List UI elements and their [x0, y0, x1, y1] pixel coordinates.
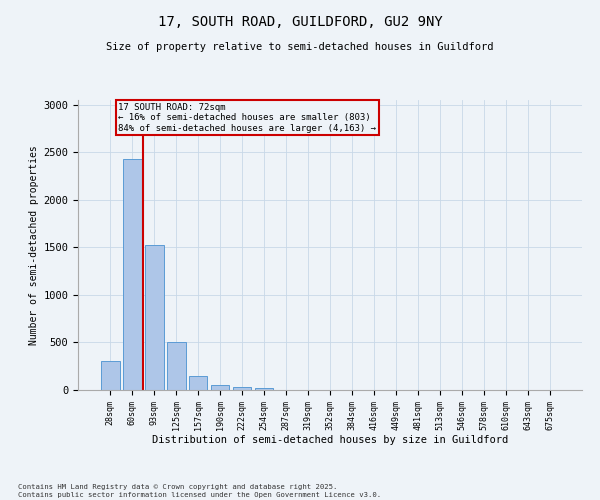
Bar: [211, 385, 229, 390]
Bar: [145, 244, 164, 390]
Bar: [101, 362, 119, 390]
Bar: [123, 159, 142, 390]
Text: 17, SOUTH ROAD, GUILDFORD, GU2 9NY: 17, SOUTH ROAD, GUILDFORD, GU2 9NY: [158, 15, 442, 29]
Text: 17 SOUTH ROAD: 72sqm
← 16% of semi-detached houses are smaller (803)
84% of semi: 17 SOUTH ROAD: 72sqm ← 16% of semi-detac…: [118, 103, 376, 132]
Bar: [167, 342, 185, 390]
Bar: [233, 386, 251, 390]
Bar: [189, 376, 208, 390]
Text: Contains HM Land Registry data © Crown copyright and database right 2025.
Contai: Contains HM Land Registry data © Crown c…: [18, 484, 381, 498]
Text: Size of property relative to semi-detached houses in Guildford: Size of property relative to semi-detach…: [106, 42, 494, 52]
Y-axis label: Number of semi-detached properties: Number of semi-detached properties: [29, 145, 39, 345]
Bar: [255, 388, 274, 390]
X-axis label: Distribution of semi-detached houses by size in Guildford: Distribution of semi-detached houses by …: [152, 436, 508, 446]
